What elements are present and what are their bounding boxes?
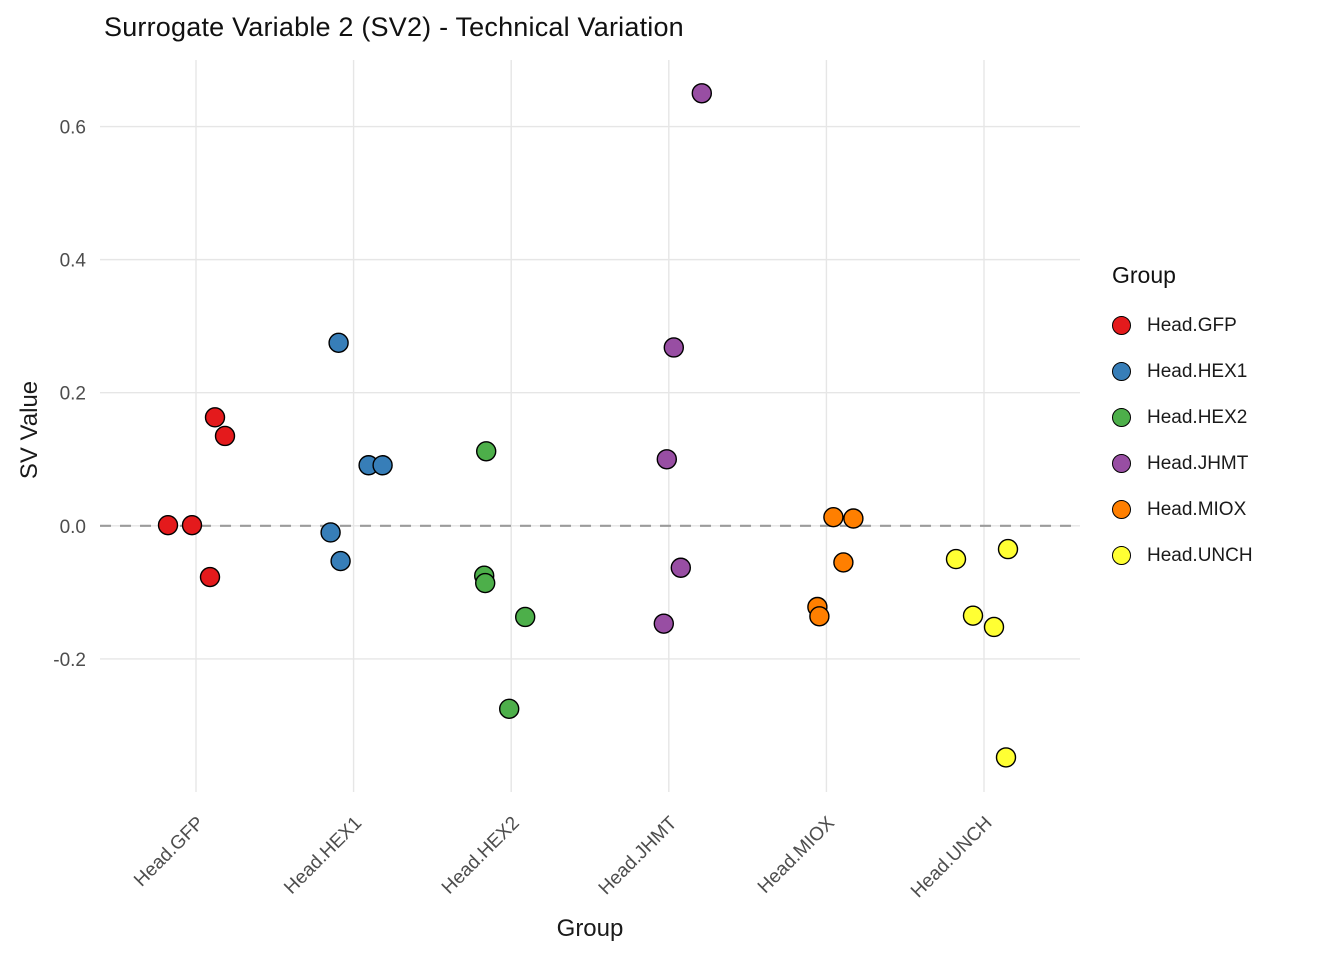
data-point	[475, 572, 496, 594]
legend-item: Head.MIOX	[1112, 495, 1253, 524]
y-tick-label: 0.0	[60, 517, 86, 538]
data-point	[945, 548, 967, 570]
legend-label: Head.JHMT	[1147, 452, 1249, 474]
data-point	[476, 441, 497, 462]
data-point	[181, 514, 203, 536]
data-point	[515, 606, 536, 628]
legend-swatch-icon	[1112, 546, 1131, 565]
legend: Group Head.GFP Head.HEX1 Head.HEX2 Head.JHM…	[1112, 262, 1253, 587]
scatter-plot-panel: -0.2 0.0 0.2 0.4 0.6 Head.GFP Head.HEX1 Head.HE…	[53, 60, 1080, 903]
x-tick-label: Head.GFP	[130, 813, 208, 891]
data-point	[823, 506, 844, 528]
legend-label: Head.GFP	[1147, 314, 1237, 336]
legend-label: Head.UNCH	[1147, 544, 1253, 566]
data-point	[653, 613, 674, 634]
legend-swatch-icon	[1112, 454, 1131, 473]
legend-item: Head.GFP	[1112, 311, 1253, 340]
legend-item: Head.JHMT	[1112, 449, 1253, 478]
x-tick-label: Head.MIOX	[754, 812, 839, 897]
data-point	[983, 616, 1005, 638]
legend-item: Head.HEX1	[1112, 357, 1253, 386]
legend-items: Head.GFP Head.HEX1 Head.HEX2 Head.JHMT Head.…	[1112, 311, 1253, 587]
legend-label: Head.HEX1	[1147, 360, 1248, 382]
legend-label: Head.MIOX	[1147, 498, 1247, 520]
data-point	[499, 698, 520, 720]
data-point	[833, 552, 854, 573]
y-tick-label: 0.4	[60, 251, 87, 272]
x-axis-title: Group	[556, 915, 624, 942]
chart-title: Surrogate Variable 2 (SV2) - Technical V…	[104, 12, 684, 42]
x-tick-label: Head.UNCH	[907, 813, 997, 903]
data-point	[656, 449, 677, 470]
data-point	[997, 538, 1019, 560]
data-point	[962, 605, 984, 626]
data-point	[204, 407, 226, 428]
data-point	[663, 337, 684, 358]
data-point	[214, 425, 236, 447]
data-point	[691, 83, 712, 104]
data-point	[843, 508, 864, 529]
y-tick-label: -0.2	[53, 650, 86, 671]
data-point	[199, 566, 221, 588]
x-tick-label: Head.HEX2	[438, 813, 524, 899]
y-tick-label: 0.2	[60, 384, 86, 405]
y-tick-label: 0.6	[60, 118, 86, 139]
legend-swatch-icon	[1112, 362, 1131, 381]
legend-item: Head.HEX2	[1112, 403, 1253, 432]
legend-label: Head.HEX2	[1147, 406, 1248, 428]
legend-swatch-icon	[1112, 408, 1131, 427]
data-point	[320, 522, 341, 543]
data-point	[328, 332, 349, 354]
data-point	[157, 514, 179, 536]
data-point	[372, 455, 393, 476]
legend-swatch-icon	[1112, 316, 1131, 335]
legend-item: Head.UNCH	[1112, 541, 1253, 570]
x-tick-label: Head.HEX1	[280, 813, 366, 899]
data-point	[670, 557, 691, 578]
data-point	[330, 550, 351, 572]
legend-title: Group	[1112, 262, 1176, 288]
legend-swatch-icon	[1112, 500, 1131, 519]
data-point	[995, 747, 1017, 768]
x-tick-label: Head.JHMT	[595, 812, 682, 899]
data-point	[809, 606, 830, 627]
y-axis-title: SV Value	[16, 380, 43, 480]
